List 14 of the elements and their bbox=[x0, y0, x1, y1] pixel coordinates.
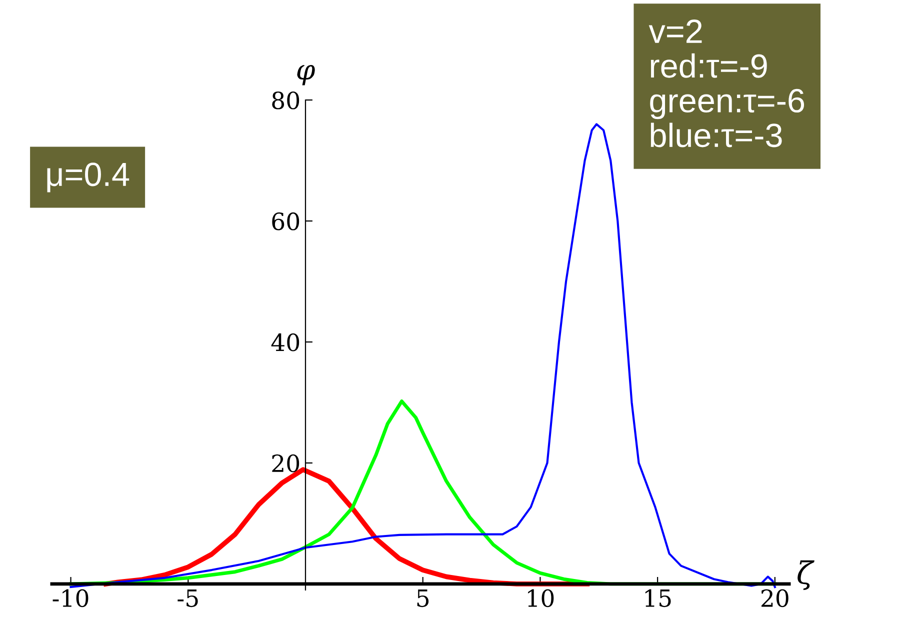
y-tick-label: 40 bbox=[271, 333, 300, 352]
x-tick-label: 5 bbox=[417, 590, 429, 608]
y-tick-label: 20 bbox=[272, 454, 300, 472]
y-axis-title: φ bbox=[297, 65, 315, 86]
y-tick-label: 80 bbox=[272, 91, 300, 110]
x-tick-label: -10 bbox=[52, 589, 88, 608]
y-tick-label: 60 bbox=[272, 212, 300, 230]
annotation: v=2 red:τ=-9 green:τ=-6 blue:τ=-3 bbox=[648, 20, 804, 148]
x-axis-title: ζ bbox=[798, 560, 814, 590]
x-tick-label: -5 bbox=[178, 590, 198, 608]
x-tick-label: 20 bbox=[761, 589, 788, 608]
x-tick-label: 15 bbox=[645, 589, 671, 608]
annotation: μ=0.4 bbox=[47, 162, 130, 192]
x-tick-label: 10 bbox=[528, 589, 554, 608]
